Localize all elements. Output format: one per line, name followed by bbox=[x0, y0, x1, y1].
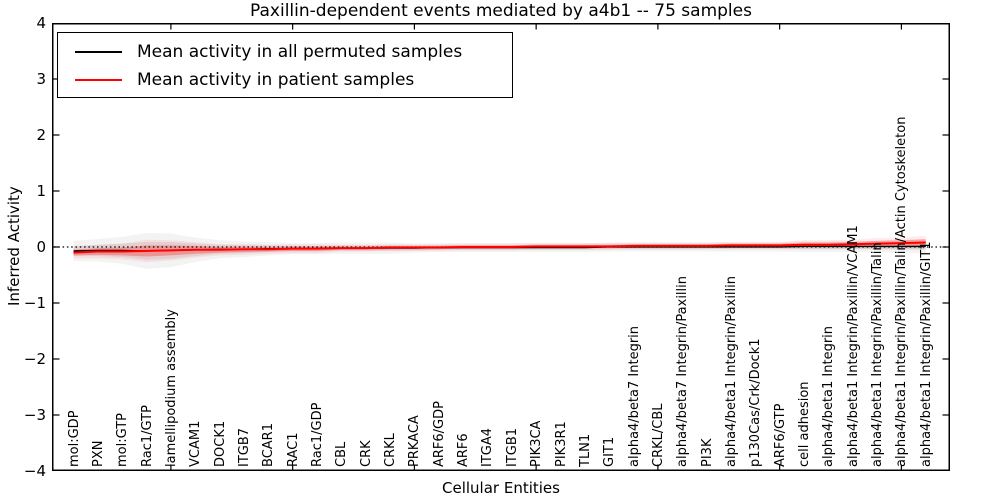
x-category-label: PI3K bbox=[699, 438, 715, 467]
legend-label-patient: Mean activity in patient samples bbox=[137, 70, 415, 90]
y-tick-label: −4 bbox=[23, 462, 46, 480]
x-category-label: RAC1 bbox=[285, 432, 301, 467]
y-tick-label: −2 bbox=[23, 350, 46, 368]
x-category-label: CRK bbox=[358, 440, 374, 467]
x-category-label: lamellipodium assembly bbox=[163, 309, 179, 467]
x-category-label: Rac1/GDP bbox=[310, 402, 325, 467]
x-category-label: alpha4/beta1 Integrin/Paxillin/GIT1 bbox=[918, 241, 934, 467]
legend-box: Mean activity in all permuted samples Me… bbox=[57, 32, 513, 98]
x-category-label: ITGB7 bbox=[236, 427, 252, 467]
plot-svg bbox=[52, 23, 950, 471]
chart-title: Paxillin-dependent events mediated by a4… bbox=[250, 1, 752, 21]
x-category-label: BCAR1 bbox=[261, 423, 277, 467]
x-category-label: PIK3R1 bbox=[553, 421, 569, 467]
x-category-label: PIK3CA bbox=[529, 420, 545, 467]
x-category-label: DOCK1 bbox=[212, 420, 228, 467]
legend-line-patient-icon bbox=[75, 79, 122, 81]
y-tick-label: 1 bbox=[36, 182, 46, 200]
band-patient bbox=[73, 235, 926, 263]
x-category-label: Rac1/GTP bbox=[139, 405, 155, 467]
x-category-label: TLN1 bbox=[577, 433, 593, 467]
x-category-label: alpha4/beta1 Integrin/Paxillin/Talin/Act… bbox=[894, 116, 910, 467]
x-category-label: alpha4/beta7 Integrin/Paxillin bbox=[675, 275, 691, 467]
x-category-label: alpha4/beta7 Integrin bbox=[626, 325, 642, 467]
x-category-label: alpha4/beta1 Integrin/Paxillin bbox=[723, 275, 739, 467]
legend-entry-permuted: Mean activity in all permuted samples bbox=[75, 38, 512, 66]
x-category-label: CRKL bbox=[383, 433, 399, 467]
y-tick-label: 3 bbox=[36, 70, 46, 88]
x-category-label: PXN bbox=[90, 440, 106, 467]
band-permuted bbox=[73, 233, 926, 269]
y-tick-label: 4 bbox=[36, 14, 46, 32]
x-category-label: ITGA4 bbox=[480, 427, 496, 467]
line-patient bbox=[73, 241, 926, 254]
x-axis-title: Cellular Entities bbox=[442, 479, 560, 497]
x-category-label: ARF6/GDP bbox=[431, 401, 447, 467]
legend-line-permuted-icon bbox=[75, 51, 122, 53]
x-category-label: CBL bbox=[334, 441, 350, 467]
legend-entry-patient: Mean activity in patient samples bbox=[75, 66, 512, 94]
plot-canvas bbox=[52, 23, 950, 471]
legend-label-permuted: Mean activity in all permuted samples bbox=[137, 42, 463, 62]
x-category-label: GIT1 bbox=[602, 436, 618, 467]
x-category-label: alpha4/beta1 Integrin/Paxillin/VCAM1 bbox=[845, 225, 861, 467]
axes-spines bbox=[52, 23, 950, 471]
y-tick-label: −3 bbox=[23, 406, 46, 424]
x-category-label: mol:GDP bbox=[66, 410, 82, 467]
x-category-label: mol:GTP bbox=[115, 413, 131, 467]
x-category-label: CRKL/CBL bbox=[650, 403, 666, 468]
y-tick-label: 2 bbox=[36, 126, 46, 144]
y-tick-label: −1 bbox=[23, 294, 46, 312]
x-category-label: alpha4/beta1 Integrin/Paxillin/Talin bbox=[870, 242, 886, 467]
x-category-label: ARF6/GTP bbox=[772, 403, 788, 467]
x-category-label: ARF6 bbox=[456, 433, 472, 467]
x-category-label: ITGB1 bbox=[504, 427, 520, 467]
y-tick-label: 0 bbox=[36, 238, 46, 256]
x-category-label: cell adhesion bbox=[797, 381, 812, 467]
y-axis-title: Inferred Activity bbox=[5, 186, 23, 306]
x-category-label: VCAM1 bbox=[188, 420, 204, 467]
x-category-label: alpha4/beta1 Integrin bbox=[821, 325, 837, 467]
x-category-label: p130Cas/Crk/Dock1 bbox=[748, 338, 764, 467]
x-category-label: PRKACA bbox=[407, 415, 423, 467]
